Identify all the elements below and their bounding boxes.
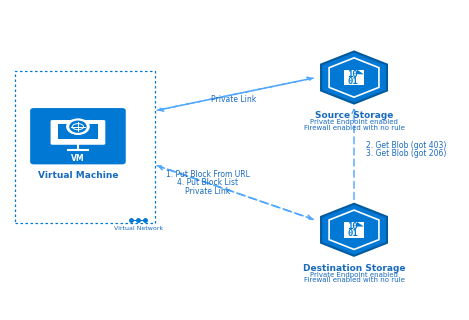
FancyBboxPatch shape xyxy=(51,120,106,145)
Text: VM: VM xyxy=(71,154,85,163)
FancyBboxPatch shape xyxy=(344,69,364,85)
FancyBboxPatch shape xyxy=(58,124,98,139)
Circle shape xyxy=(67,119,89,134)
Polygon shape xyxy=(357,69,364,74)
Text: Source Storage: Source Storage xyxy=(315,111,393,120)
Text: 3. Get Blob (got 206): 3. Get Blob (got 206) xyxy=(366,149,446,158)
Text: 2. Get Blob (got 403): 2. Get Blob (got 403) xyxy=(366,141,446,150)
Polygon shape xyxy=(321,52,387,104)
Polygon shape xyxy=(357,222,364,227)
Text: 10: 10 xyxy=(347,70,358,79)
FancyBboxPatch shape xyxy=(344,222,364,238)
Text: Private Endpoint enabled: Private Endpoint enabled xyxy=(310,119,398,125)
Text: Virtual Network: Virtual Network xyxy=(113,226,163,231)
Text: Private Endpoint enabled: Private Endpoint enabled xyxy=(310,272,398,278)
Text: 01: 01 xyxy=(347,229,358,238)
Text: Destination Storage: Destination Storage xyxy=(303,264,405,273)
Text: 1. Put Block From URL: 1. Put Block From URL xyxy=(166,170,250,179)
Text: Virtual Machine: Virtual Machine xyxy=(38,171,118,180)
Text: Private Link: Private Link xyxy=(211,95,256,104)
Text: 01: 01 xyxy=(347,77,358,86)
Text: 10: 10 xyxy=(347,222,358,231)
Text: Firewall enabled with no rule: Firewall enabled with no rule xyxy=(303,125,404,131)
Polygon shape xyxy=(321,204,387,256)
Text: Firewall enabled with no rule: Firewall enabled with no rule xyxy=(303,277,404,284)
Circle shape xyxy=(70,121,86,132)
Text: 4. Put Block List: 4. Put Block List xyxy=(177,178,238,187)
FancyBboxPatch shape xyxy=(30,108,126,164)
Text: Private Link: Private Link xyxy=(185,187,230,196)
